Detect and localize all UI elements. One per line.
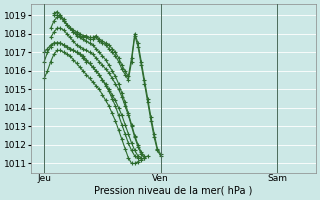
X-axis label: Pression niveau de la mer( hPa ): Pression niveau de la mer( hPa ) [94, 186, 253, 196]
